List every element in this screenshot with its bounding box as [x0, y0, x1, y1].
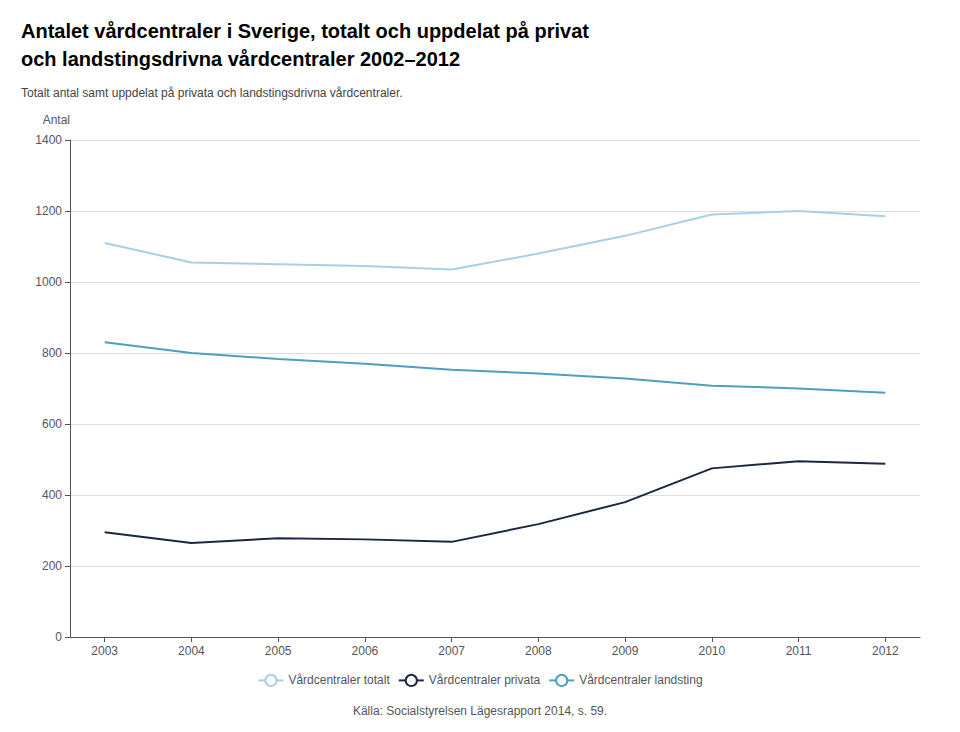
- svg-text:1400: 1400: [35, 133, 62, 147]
- svg-text:2008: 2008: [525, 644, 552, 658]
- svg-text:2010: 2010: [698, 644, 725, 658]
- svg-text:Antal: Antal: [43, 113, 70, 127]
- svg-text:400: 400: [42, 488, 62, 502]
- svg-text:2006: 2006: [352, 644, 379, 658]
- svg-text:2005: 2005: [265, 644, 292, 658]
- svg-text:Källa: Socialstyrelsen Lägesra: Källa: Socialstyrelsen Lägesrapport 2014…: [353, 704, 607, 718]
- svg-text:Antalet vårdcentraler i Sverig: Antalet vårdcentraler i Sverige, totalt …: [21, 20, 589, 42]
- svg-text:1000: 1000: [35, 275, 62, 289]
- svg-text:Vårdcentraler privata: Vårdcentraler privata: [429, 673, 541, 687]
- svg-text:1200: 1200: [35, 204, 62, 218]
- svg-text:600: 600: [42, 417, 62, 431]
- svg-text:200: 200: [42, 559, 62, 573]
- svg-text:Totalt antal samt uppdelat på: Totalt antal samt uppdelat på privata oc…: [21, 86, 403, 100]
- svg-text:2003: 2003: [91, 644, 118, 658]
- svg-text:0: 0: [55, 630, 62, 644]
- svg-text:2011: 2011: [786, 644, 812, 658]
- svg-text:2007: 2007: [438, 644, 465, 658]
- svg-text:800: 800: [42, 346, 62, 360]
- svg-text:och landstingsdrivna vårdcentr: och landstingsdrivna vårdcentraler 2002–…: [21, 48, 460, 70]
- svg-text:2009: 2009: [612, 644, 639, 658]
- svg-text:Vårdcentraler totalt: Vårdcentraler totalt: [288, 673, 390, 687]
- svg-text:2012: 2012: [872, 644, 899, 658]
- svg-text:2004: 2004: [178, 644, 205, 658]
- svg-text:Vårdcentraler landsting: Vårdcentraler landsting: [579, 673, 702, 687]
